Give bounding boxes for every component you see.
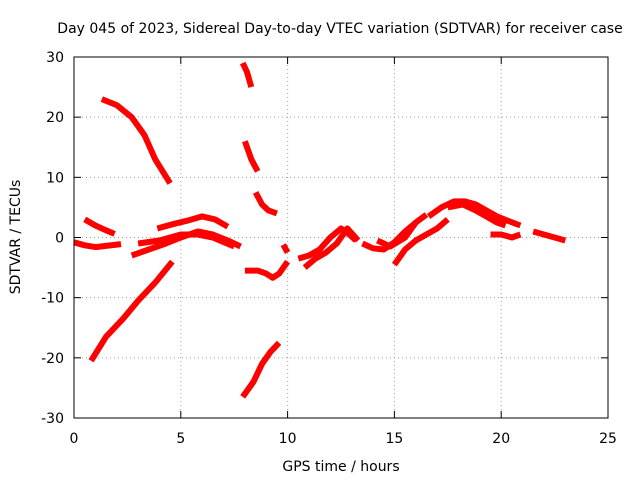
y-axis-label: SDTVAR / TECUs	[8, 180, 24, 295]
y-tick-label: 10	[46, 170, 64, 186]
x-tick-label: 0	[70, 431, 79, 447]
series-arc-6	[137, 231, 236, 250]
y-tick-label: 20	[46, 110, 64, 126]
series-arc-17	[376, 212, 429, 250]
y-tick-label: -20	[41, 351, 64, 367]
chart-title: Day 045 of 2023, Sidereal Day-to-day VTE…	[57, 21, 622, 37]
series-layer	[73, 61, 567, 399]
series-arc-8	[239, 61, 255, 88]
series-arc-3	[100, 96, 173, 185]
series-arc-9	[242, 140, 261, 173]
x-axis-label: GPS time / hours	[282, 459, 399, 475]
series-arc-1	[73, 239, 122, 251]
series-arc-22	[532, 228, 567, 244]
tick-layer: 0 5 10 15 20 25 -30 -20 -10 0 10 20 30	[41, 50, 617, 447]
series-arc-7	[156, 213, 230, 232]
y-tick-label: 30	[46, 50, 64, 66]
y-tick-label: -10	[41, 291, 64, 307]
series-arc-20	[447, 201, 507, 229]
series-arc-13	[280, 243, 291, 254]
series-arc-10	[252, 190, 278, 217]
x-tick-label: 5	[176, 431, 185, 447]
series-arc-15	[302, 225, 361, 270]
series-arc-11	[240, 340, 282, 399]
y-tick-label: 0	[55, 231, 64, 247]
y-tick-label: -30	[41, 411, 64, 427]
series-arc-12	[244, 259, 291, 281]
x-tick-label: 10	[279, 431, 297, 447]
series-arc-21	[490, 231, 522, 241]
x-tick-label: 20	[492, 431, 510, 447]
series-arc-2	[83, 216, 116, 237]
series-arc-18	[391, 217, 450, 267]
x-tick-label: 15	[385, 431, 403, 447]
series-arc-19	[426, 198, 522, 229]
x-tick-label: 25	[599, 431, 617, 447]
series-arc-4	[88, 259, 175, 363]
